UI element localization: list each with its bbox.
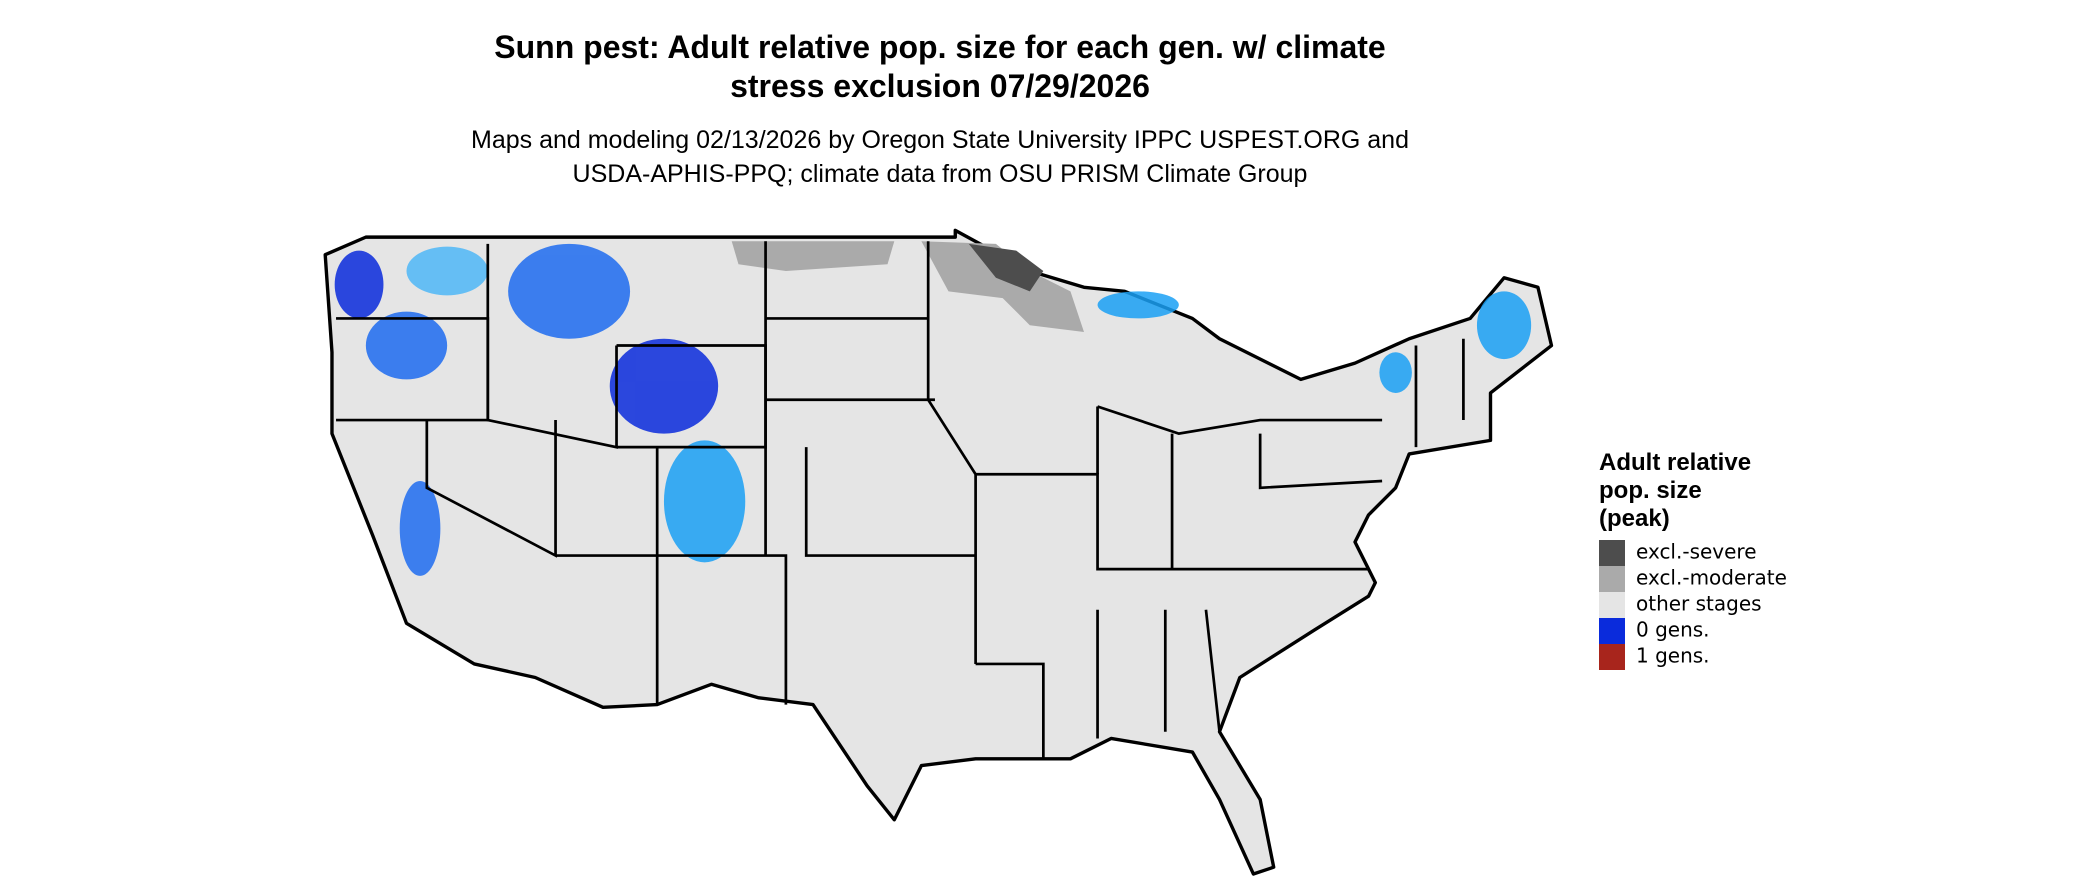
legend-label: other stages (1636, 592, 1762, 616)
title: stress exclusion 07/29/2026 (730, 68, 1150, 104)
gen-area (365, 311, 448, 380)
gen-area (1379, 352, 1412, 393)
gen-area (406, 246, 488, 296)
legend-swatch (1599, 540, 1625, 566)
legend-title: (peak) (1599, 505, 1670, 532)
gen-area (1476, 291, 1532, 360)
excl-severe-area (968, 243, 1044, 292)
legend-label: 0 gens. (1636, 618, 1710, 642)
legend-swatch (1599, 592, 1625, 618)
legend-label: excl.-severe (1636, 540, 1757, 564)
legend-swatch (1599, 618, 1625, 644)
state-lines (336, 241, 1465, 759)
subtitle: Maps and modeling 02/13/2026 by Oregon S… (471, 126, 1409, 154)
legend-label: excl.-moderate (1636, 566, 1787, 590)
gen-area (399, 481, 441, 576)
gen-area (609, 338, 719, 434)
map (323, 228, 1554, 876)
legend-title: pop. size (1599, 477, 1702, 504)
gen-area (663, 440, 746, 563)
gen-areas (334, 243, 1532, 576)
excl-areas (731, 241, 1084, 332)
legend-title: Adult relative (1599, 449, 1751, 476)
subtitle: USDA-APHIS-PPQ; climate data from OSU PR… (573, 160, 1308, 188)
gen-area (1097, 291, 1179, 319)
legend-swatch (1599, 566, 1625, 592)
excl-moderate-area (731, 241, 895, 271)
legend-label: 1 gens. (1636, 644, 1710, 668)
legend-swatch (1599, 644, 1625, 670)
excl-moderate-area (921, 241, 1084, 332)
gen-area (334, 250, 384, 319)
gen-area (508, 243, 631, 339)
us-outline (323, 228, 1554, 876)
title: Sunn pest: Adult relative pop. size for … (494, 29, 1385, 65)
